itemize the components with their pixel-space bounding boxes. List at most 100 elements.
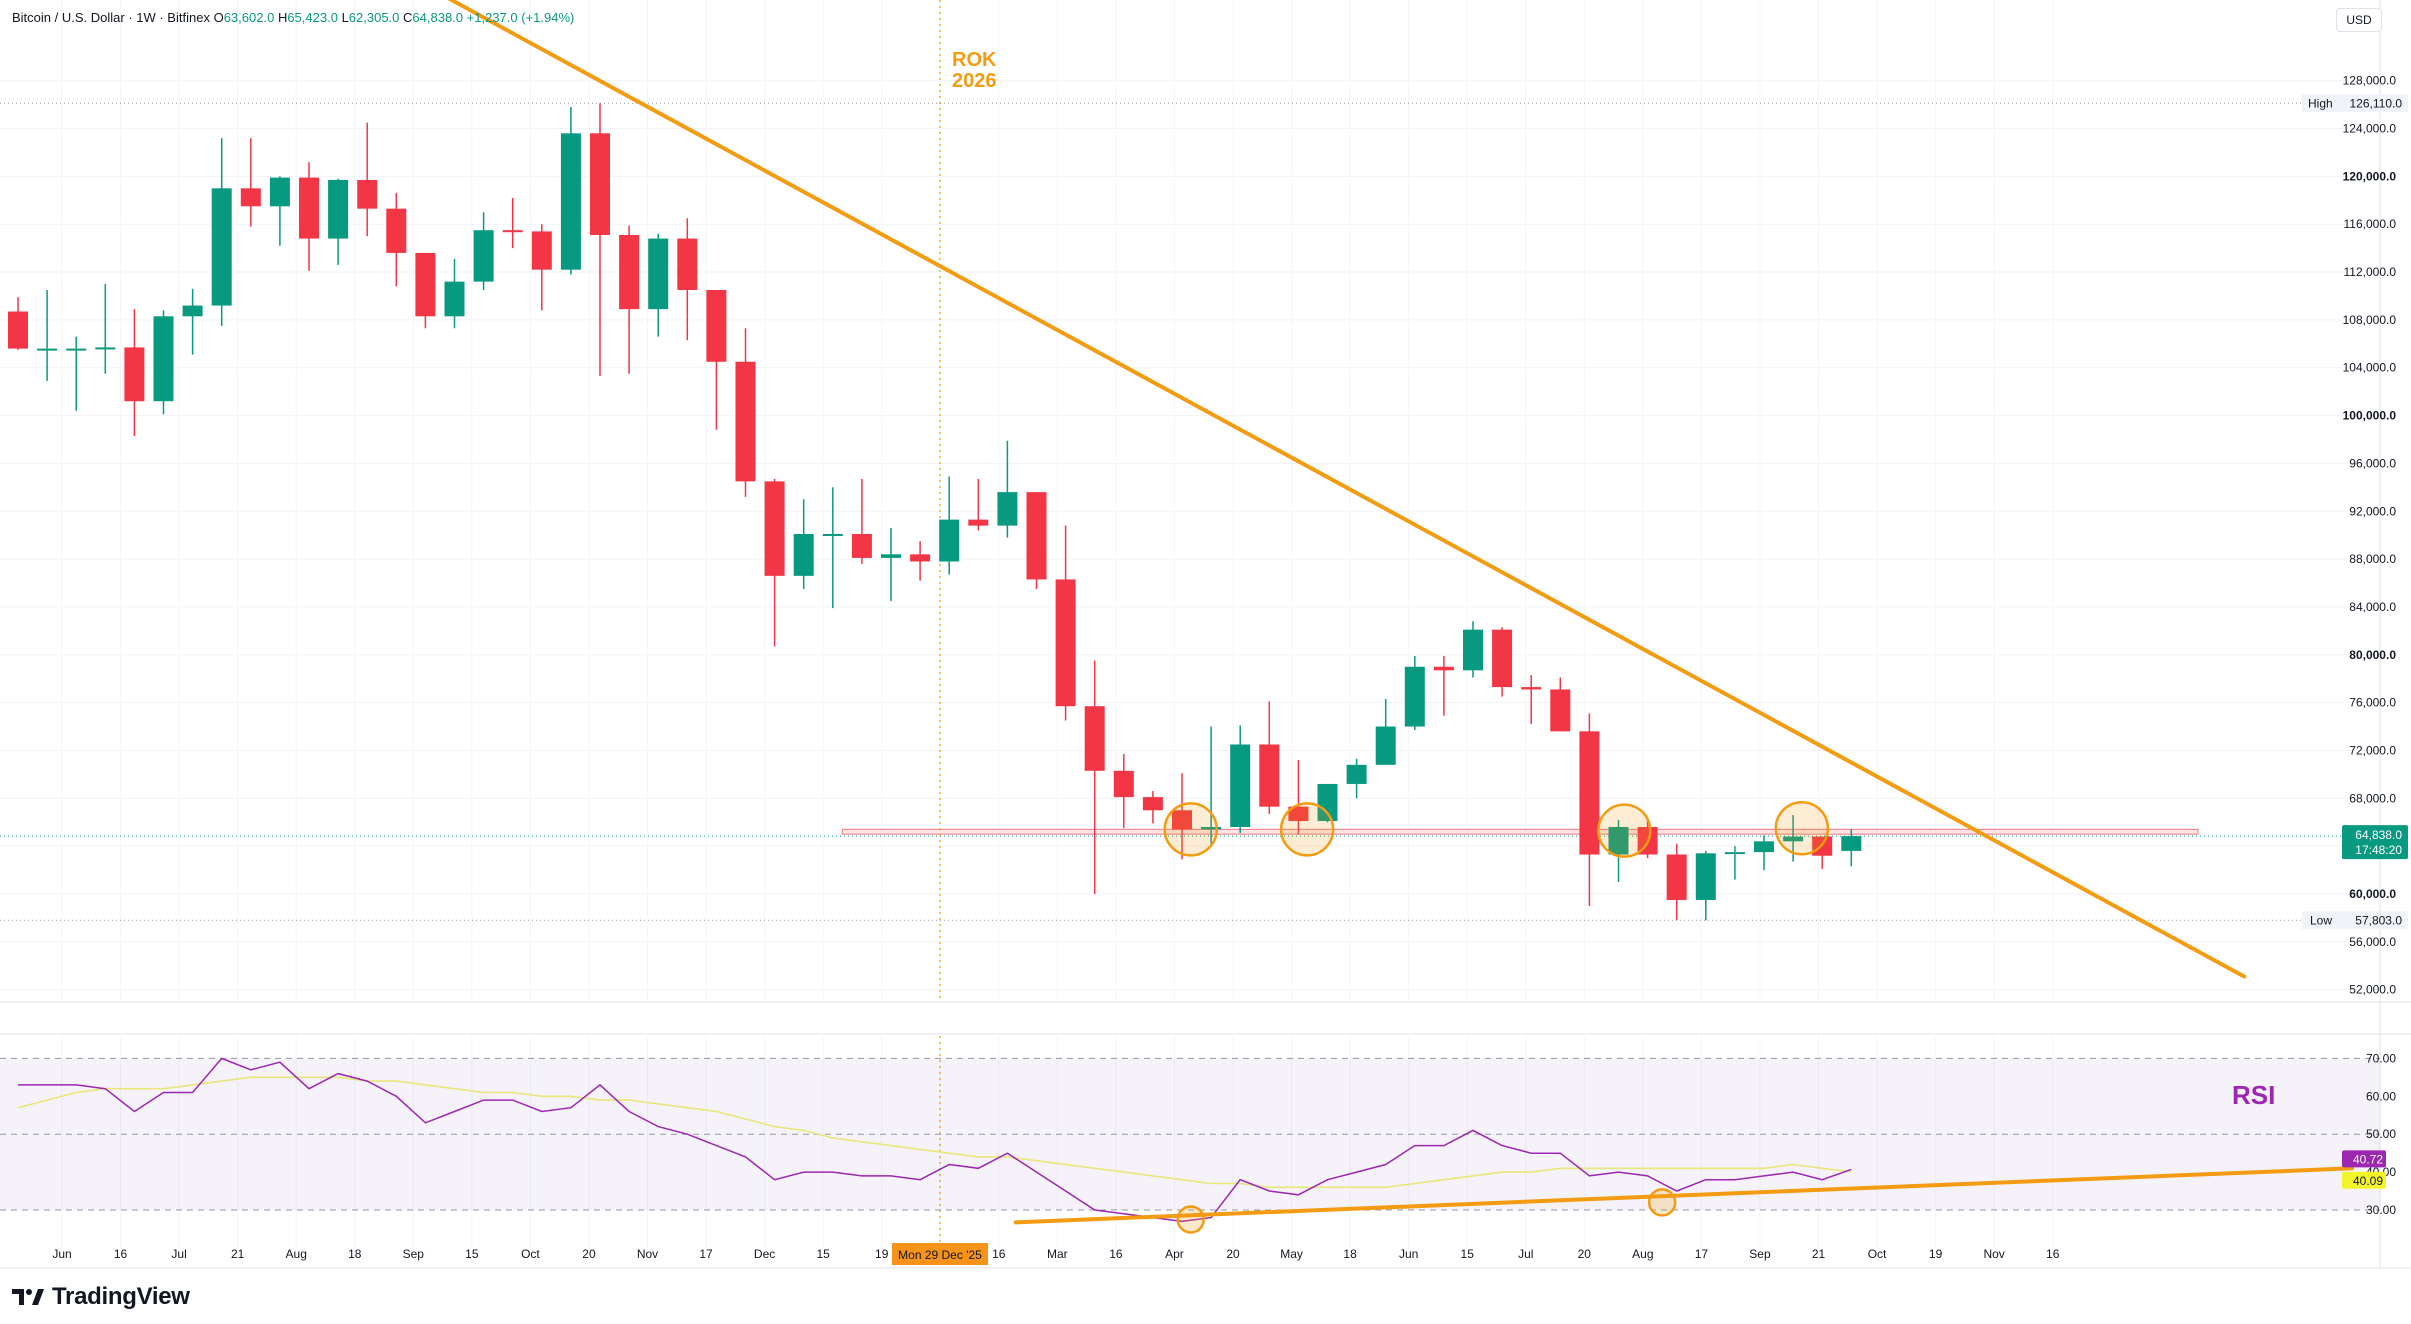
price-tick-label: 52,000.0	[2349, 983, 2396, 997]
candle-body	[590, 133, 610, 235]
candle-down	[357, 122, 378, 237]
symbol-title[interactable]: Bitcoin / U.S. Dollar · 1W · Bitfinex	[12, 10, 210, 25]
highlight-circle	[1279, 802, 1335, 857]
price-tick-label: 100,000.0	[2343, 409, 2397, 423]
candle-up	[211, 138, 232, 326]
last-price-badge	[2342, 825, 2408, 860]
time-tick-label: 19	[875, 1247, 889, 1261]
candle-body	[851, 533, 872, 558]
candle-down	[619, 225, 640, 374]
candle-body	[328, 179, 349, 239]
price-tick-label: 72,000.0	[2349, 743, 2396, 757]
candle-up	[182, 288, 203, 355]
price-tick-label: 76,000.0	[2349, 696, 2396, 710]
price-tick-label: 92,000.0	[2349, 504, 2396, 518]
high-badge-value: 126,110.0	[2350, 96, 2403, 110]
date-marker-label: Mon 29 Dec '25	[898, 1248, 982, 1262]
candle-up	[1724, 846, 1745, 880]
candle-up	[1317, 783, 1338, 823]
candle-body	[124, 347, 145, 402]
time-tick-label: Jul	[1518, 1247, 1533, 1261]
candle-body	[299, 177, 319, 239]
time-tick-label: May	[1280, 1247, 1303, 1261]
currency-button[interactable]: USD	[2336, 8, 2382, 32]
time-tick-label: 18	[348, 1247, 362, 1261]
tradingview-wordmark: TradingView	[52, 1283, 190, 1310]
high-badge-label: High	[2308, 96, 2333, 110]
high-badge	[2302, 94, 2408, 113]
candle-down	[124, 309, 145, 436]
tradingview-logo[interactable]: TradingView	[12, 1283, 190, 1311]
low-badge	[2302, 911, 2408, 930]
low-badge-label: Low	[2310, 913, 2332, 927]
time-tick-label: Jul	[171, 1247, 186, 1261]
candle-body	[182, 305, 203, 317]
time-tick-label: Sep	[1749, 1247, 1771, 1261]
price-tick-label: 96,000.0	[2349, 456, 2396, 470]
candle-down	[1288, 760, 1309, 835]
candles	[8, 103, 1862, 921]
candle-down	[1521, 675, 1542, 725]
candle-up	[822, 487, 843, 609]
time-tick-label: 16	[114, 1247, 128, 1261]
candle-down	[1172, 773, 1192, 860]
time-tick-label: 21	[1812, 1247, 1826, 1261]
candle-up	[1201, 726, 1222, 844]
candle-body	[1288, 806, 1309, 822]
candle-body	[1201, 827, 1222, 830]
high-key: H	[277, 10, 288, 25]
candle-down	[1055, 525, 1076, 721]
rsi-last-value: 40.72	[2353, 1152, 2383, 1166]
time-tick-label: 16	[992, 1247, 1006, 1261]
price-tick-label: 116,000.0	[2344, 217, 2397, 231]
symbol-header[interactable]: Bitcoin / U.S. Dollar · 1W · Bitfinex O6…	[12, 10, 574, 25]
candle-body	[211, 188, 232, 306]
candle-body	[793, 533, 814, 576]
price-tick-label: 68,000.0	[2349, 791, 2396, 805]
rsi-ma-line	[17, 1076, 1852, 1189]
highlight-circle	[1163, 802, 1218, 857]
rok-annotation-line1: ROK	[952, 49, 997, 71]
candle-down	[764, 478, 785, 647]
last-price-value: 64,838.0	[2355, 828, 2402, 842]
candle-down	[1113, 754, 1134, 829]
close-key: C	[403, 10, 413, 25]
candle-up	[37, 290, 58, 381]
candle-up	[473, 212, 494, 290]
candle-body	[619, 234, 640, 310]
candle-body	[822, 533, 843, 536]
time-tick-label: 19	[1929, 1247, 1943, 1261]
tradingview-logo-icon	[12, 1289, 44, 1305]
highlight-circle	[1597, 803, 1652, 858]
candle-body	[764, 481, 785, 576]
candle-down	[590, 103, 610, 377]
candle-body	[1783, 836, 1804, 842]
candle-down	[1259, 701, 1280, 814]
candle-down	[8, 297, 28, 350]
time-tick-label: 15	[816, 1247, 830, 1261]
open-key: O	[213, 10, 224, 25]
candle-down	[299, 162, 319, 271]
candle-down	[415, 252, 436, 329]
candle-body	[1666, 854, 1687, 900]
candle-up	[1841, 829, 1862, 867]
candle-up	[1608, 819, 1629, 883]
candle-body	[1724, 852, 1745, 855]
candle-up	[1404, 655, 1425, 731]
candle-body	[706, 290, 727, 362]
time-axis: Jun16Jul21Aug18Sep15Oct20Nov17Dec1519Feb…	[52, 1247, 2059, 1261]
time-tick-label: 15	[465, 1247, 479, 1261]
candle-down	[386, 193, 407, 287]
time-tick-label: Aug	[286, 1247, 307, 1261]
candle-up	[66, 336, 87, 411]
time-tick-label: 20	[1226, 1247, 1240, 1261]
time-tick-label: Oct	[521, 1247, 540, 1261]
candle-down	[851, 478, 872, 564]
price-tick-label: 56,000.0	[2349, 935, 2396, 949]
candle-body	[1346, 764, 1367, 784]
candle-down	[1433, 655, 1454, 716]
candle-up	[648, 233, 669, 337]
rsi-ma-last-badge	[2342, 1171, 2386, 1189]
